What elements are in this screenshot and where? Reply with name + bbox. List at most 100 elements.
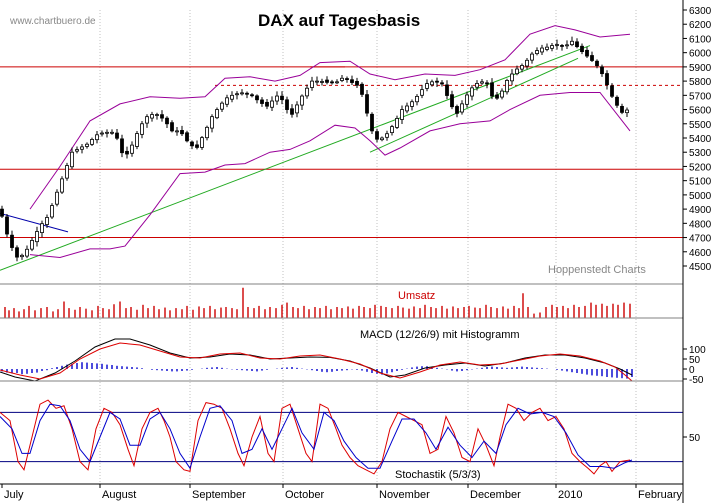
candle-body xyxy=(310,80,314,88)
candle-body xyxy=(100,132,104,135)
price-tick-label: 4800 xyxy=(689,219,712,230)
candle-body xyxy=(485,82,489,85)
price-tick-label: 6000 xyxy=(689,49,712,60)
candle-body xyxy=(380,137,384,141)
macd-tick-label: 0 xyxy=(689,365,695,376)
candle-body xyxy=(130,144,134,154)
candle-body xyxy=(495,94,499,99)
candle-body xyxy=(420,89,424,96)
price-tick-label: 6300 xyxy=(689,6,712,17)
candle-body xyxy=(520,65,524,70)
month-label: February xyxy=(638,489,683,501)
price-tick-label: 4700 xyxy=(689,234,712,245)
candle-body xyxy=(30,239,34,250)
candle-body xyxy=(555,44,559,46)
candle-body xyxy=(275,95,279,102)
candle-body xyxy=(610,85,614,97)
candle-body xyxy=(600,66,604,75)
candle-body xyxy=(400,109,404,120)
candle-body xyxy=(245,92,249,95)
candle-body xyxy=(295,104,299,114)
candle-body xyxy=(140,123,144,135)
candle-body xyxy=(170,122,174,132)
candle-body xyxy=(280,95,284,101)
bollinger-lower xyxy=(29,92,631,259)
candle-body xyxy=(525,59,529,67)
candle-body xyxy=(150,114,154,119)
candle-body xyxy=(545,46,549,50)
candle-body xyxy=(10,234,14,248)
candle-body xyxy=(410,101,414,107)
candle-body xyxy=(440,82,444,85)
volume-bars xyxy=(4,287,631,318)
candle-body xyxy=(510,73,514,82)
stochastic-panel xyxy=(0,399,683,475)
candle-body xyxy=(350,79,354,83)
candle-body xyxy=(240,92,244,95)
candle-body xyxy=(595,60,599,67)
candle-body xyxy=(205,126,209,139)
candle-body xyxy=(190,141,194,147)
month-label: August xyxy=(102,489,136,501)
candle-body xyxy=(465,94,469,105)
candle-body xyxy=(265,101,269,107)
macd-tick-label: 50 xyxy=(689,355,701,366)
candle-body xyxy=(80,146,84,150)
price-tick-label: 4600 xyxy=(689,248,712,259)
candle-body xyxy=(345,78,349,80)
candle-body xyxy=(560,45,564,47)
candle-body xyxy=(235,93,239,96)
candle-body xyxy=(480,81,484,84)
candle-body xyxy=(375,131,379,140)
watermark: www.chartbuero.de xyxy=(9,16,96,27)
candle-body xyxy=(135,133,139,147)
candle-body xyxy=(210,116,214,129)
candle-body xyxy=(405,105,409,112)
month-label: December xyxy=(470,489,521,501)
candle-body xyxy=(145,116,149,124)
candle-body xyxy=(620,105,624,113)
chart-title: DAX auf Tagesbasis xyxy=(258,11,420,30)
month-label: July xyxy=(4,489,24,501)
price-tick-label: 5800 xyxy=(689,77,712,88)
candle-body xyxy=(40,223,44,233)
candle-body xyxy=(255,95,259,101)
price-tick-label: 6200 xyxy=(689,20,712,31)
candle-body xyxy=(355,80,359,86)
candle-body xyxy=(225,97,229,105)
candle-body xyxy=(230,94,234,100)
price-tick-label: 5900 xyxy=(689,63,712,74)
price-tick-label: 5100 xyxy=(689,177,712,188)
stoch-d-line xyxy=(0,403,633,470)
candle-body xyxy=(590,55,594,61)
price-tick-label: 6100 xyxy=(689,34,712,45)
candle-body xyxy=(5,216,9,235)
candle-body xyxy=(70,151,74,168)
candle-body xyxy=(530,53,534,61)
bollinger-upper xyxy=(29,25,631,210)
candle-body xyxy=(455,106,459,114)
month-label: October xyxy=(285,489,324,501)
candle-body xyxy=(340,77,344,81)
candle-body xyxy=(185,132,189,142)
candle-body xyxy=(425,83,429,89)
candle-body xyxy=(50,205,54,218)
price-indicators xyxy=(0,25,683,271)
candle-body xyxy=(535,50,539,55)
candle-body xyxy=(445,84,449,96)
candle-body xyxy=(155,114,159,116)
candle-body xyxy=(270,100,274,108)
price-candles xyxy=(0,36,629,262)
candle-body xyxy=(110,131,114,134)
price-tick-label: 5000 xyxy=(689,191,712,202)
candle-body xyxy=(585,49,589,57)
candle-body xyxy=(540,47,544,53)
stoch-tick-label: 50 xyxy=(689,433,701,444)
candle-body xyxy=(175,130,179,133)
candle-body xyxy=(320,81,324,83)
candle-body xyxy=(430,81,434,86)
candle-body xyxy=(45,217,49,225)
candle-body xyxy=(35,231,39,243)
